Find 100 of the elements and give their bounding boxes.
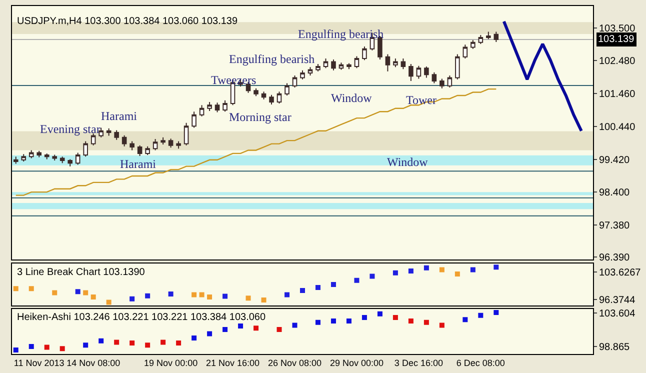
candlestick	[440, 78, 444, 89]
candlestick	[60, 156, 65, 164]
y-tick-label: 98.400	[599, 188, 630, 199]
y-tick-label: 98.865	[599, 342, 630, 354]
point	[222, 294, 228, 299]
point	[284, 292, 290, 298]
point	[470, 267, 476, 272]
text: USDJPY.m,H4 103.300 103.384 103.060 103.139	[17, 16, 238, 27]
point	[176, 340, 182, 346]
annotation: Harami	[101, 109, 138, 123]
candlestick	[331, 58, 336, 71]
candlestick	[338, 62, 344, 70]
point	[300, 288, 305, 294]
candlestick	[416, 65, 422, 80]
point	[192, 336, 197, 340]
candlestick	[184, 122, 189, 146]
candlestick	[316, 63, 320, 72]
point	[199, 292, 204, 298]
annotation: Evening star	[40, 122, 100, 136]
y-tick-label: 103.6267	[599, 267, 642, 278]
x-tick-label: 14 Nov 08:00	[66, 358, 120, 368]
x-tick-label: 11 Nov 2013	[14, 358, 64, 368]
point	[439, 267, 444, 272]
y-tick-label: 96.3744	[599, 294, 636, 306]
point	[392, 270, 398, 276]
point	[44, 344, 50, 350]
candlestick	[192, 111, 196, 128]
point	[207, 294, 212, 300]
candlestick	[152, 138, 158, 151]
candlestick	[486, 31, 491, 40]
candlestick	[362, 46, 367, 61]
annotation: Morning star	[229, 110, 292, 124]
candlestick	[145, 146, 150, 156]
point	[424, 320, 429, 325]
point	[13, 286, 18, 292]
candlestick	[90, 132, 96, 146]
point	[370, 274, 375, 279]
candlestick	[284, 82, 290, 96]
candlestick	[160, 136, 166, 145]
y-tick-label: 100.440	[599, 122, 636, 133]
chart-title: Heiken-Ashi 103.246 103.221 103.221 103.384 103.060	[17, 312, 266, 323]
annotation: Tower	[406, 93, 436, 107]
point	[238, 323, 244, 328]
point	[392, 314, 398, 320]
point	[145, 293, 150, 298]
point	[424, 265, 429, 270]
x-tick-label: 6 Dec 08:00	[456, 358, 505, 368]
point	[98, 338, 104, 344]
point	[315, 285, 320, 290]
y-tick-label: 101.460	[599, 89, 636, 100]
x-tick-label: 29 Nov 00:00	[330, 358, 384, 368]
point	[261, 297, 266, 302]
candlestick	[44, 152, 50, 160]
annotation: Engulfing bearish	[229, 52, 315, 66]
candlestick	[68, 158, 72, 167]
y-tick-label: 96.390	[599, 252, 630, 264]
x-tick-label: 3 Dec 16:00	[394, 358, 443, 368]
candlestick	[214, 102, 220, 113]
candlestick	[354, 56, 360, 69]
candlestick	[300, 70, 305, 80]
candlestick	[36, 150, 42, 158]
point	[207, 331, 212, 336]
candlestick	[432, 72, 437, 84]
candlestick	[292, 75, 298, 88]
annotation: Harami	[120, 157, 157, 171]
candlestick	[98, 127, 104, 138]
annotation: Engulfing bearish	[298, 27, 384, 41]
candlestick	[83, 140, 88, 158]
candlestick	[261, 91, 266, 100]
candlestick	[494, 31, 499, 43]
point	[377, 311, 382, 316]
annotation: Window	[331, 91, 372, 105]
point	[28, 286, 34, 292]
point	[106, 300, 112, 305]
line-series	[502, 20, 583, 132]
candlestick	[176, 140, 181, 150]
candlestick	[393, 58, 398, 68]
y-tick-label: 97.380	[599, 220, 630, 232]
candlestick	[462, 44, 468, 59]
point	[315, 320, 320, 325]
candlestick	[106, 128, 112, 136]
candlestick	[323, 58, 328, 69]
point	[330, 282, 336, 288]
candlestick	[254, 88, 258, 97]
candlestick	[470, 40, 476, 50]
point	[454, 271, 460, 276]
candlestick	[478, 34, 484, 44]
point	[246, 296, 251, 301]
chart-title: 3 Line Break Chart 103.1390	[17, 267, 146, 278]
candlestick	[447, 75, 452, 88]
point	[276, 327, 282, 332]
point	[494, 310, 499, 316]
point	[168, 291, 174, 296]
point	[330, 318, 336, 324]
point	[130, 296, 135, 302]
candlestick	[28, 150, 34, 159]
y-tick-label: 99.420	[599, 154, 630, 166]
candlestick	[122, 134, 127, 147]
point	[75, 289, 80, 294]
candlestick	[455, 54, 460, 80]
